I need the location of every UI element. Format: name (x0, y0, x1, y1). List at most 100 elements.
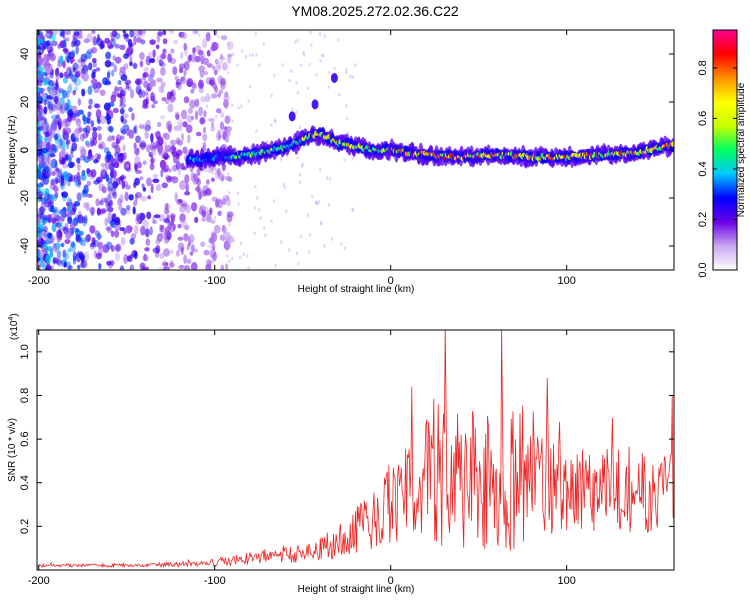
spectrogram-noise-blob (237, 201, 240, 206)
spectrogram-noise-blob (226, 40, 234, 51)
spectrogram-noise-blob (198, 190, 202, 201)
spectrogram-xtick-label: -200 (28, 275, 50, 287)
spectrogram-noise-blob (164, 164, 170, 172)
spectrogram-noise-blob (37, 30, 42, 34)
colorbar-label: Normalized spectral amplitude (736, 82, 747, 217)
spectrogram-noise-blob (84, 251, 90, 262)
spectrogram-noise-blob (114, 229, 120, 238)
spectrogram-noise-blob (184, 264, 191, 270)
spectrogram-noise-blob (40, 157, 48, 166)
spectrogram-noise-blob (45, 124, 51, 132)
spectrogram-noise-blob (194, 45, 202, 52)
spectrogram-noise-blob (111, 141, 119, 149)
spectrogram-noise-blob (41, 247, 45, 253)
spectrogram-noise-blob (338, 92, 341, 97)
spectrogram-noise-blob (147, 55, 151, 65)
spectrogram-noise-blob (37, 38, 45, 44)
spectrogram-noise-blob (71, 105, 77, 111)
spectrogram-noise-blob (299, 180, 302, 184)
spectrogram-noise-blob (52, 257, 59, 264)
spectrogram-noise-blob (158, 85, 164, 93)
spectrogram-noise-blob (107, 186, 113, 193)
spectrogram-noise-blob (49, 213, 57, 220)
spectrogram-noise-blob (210, 121, 215, 128)
spectrogram-noise-blob (82, 64, 89, 74)
spectrogram-noise-blob (290, 69, 293, 73)
spectrogram-noise-blob (69, 222, 76, 230)
colorbar-tick-label: 0.6 (697, 111, 709, 126)
spectrogram-noise-blob (145, 92, 150, 100)
spectrogram-noise-blob (62, 249, 67, 258)
spectrogram-noise-blob (110, 245, 115, 252)
spectrogram-noise-blob (168, 30, 175, 35)
spectrogram-noise-blob (49, 183, 56, 191)
spectrogram-noise-blob (49, 36, 53, 44)
spectrogram-noise-blob (194, 110, 199, 120)
spectrogram-noise-blob (295, 81, 298, 86)
spectrogram-noise-blob (201, 209, 207, 218)
spectrogram-noise-blob (226, 214, 233, 223)
spectrogram-noise-blob (218, 89, 224, 95)
spectrogram-noise-blob (282, 182, 285, 187)
spectrogram-noise-blob (217, 129, 222, 136)
spectrogram-noise-blob (94, 103, 101, 109)
spectrogram-noise-blob (343, 158, 346, 162)
spectrogram-noise-blob (56, 249, 62, 260)
spectrogram-noise-blob (37, 250, 40, 258)
spectrogram-noise-blob (162, 38, 168, 45)
spectrogram-noise-blob (75, 180, 82, 186)
spectrogram-noise-blob (219, 234, 226, 241)
spectrogram-noise-blob (99, 89, 106, 96)
spectrogram-noise-blob (112, 191, 118, 199)
spectrogram-noise-blob (37, 74, 43, 81)
spectrogram-noise-blob (50, 40, 58, 47)
spectrogram-noise-blob (189, 99, 196, 109)
spectrogram-noise-blob (37, 67, 40, 72)
spectrogram-noise-blob (102, 77, 109, 86)
spectrogram-noise-blob (259, 216, 262, 220)
spectrogram-noise-blob (175, 78, 183, 86)
spectrogram-noise-blob (306, 213, 310, 218)
spectrogram-noise-blob (119, 66, 126, 74)
spectrogram-noise-blob (97, 232, 101, 241)
spectrogram-noise-blob (179, 213, 186, 223)
spectrogram-noise-blob (214, 85, 218, 94)
spectrogram-noise-blob (128, 225, 133, 232)
spectrogram-noise-blob (150, 183, 154, 194)
spectrogram-noise-blob (73, 30, 78, 38)
spectrogram-noise-blob (98, 262, 102, 270)
spectrogram-noise-blob (37, 45, 42, 51)
spectrogram-noise-blob (61, 157, 66, 165)
spectrogram-noise-blob (92, 35, 97, 46)
snr-ytick-label: 0.8 (19, 388, 31, 403)
spectrogram-noise-blob (133, 250, 138, 260)
spectrogram-noise-blob (114, 56, 122, 64)
spectrogram-noise-blob (180, 246, 184, 256)
spectrogram-noise-blob (86, 32, 93, 43)
spectrogram-noise-blob (183, 42, 187, 51)
spectrogram-noise-blob (159, 252, 165, 260)
spectrogram-noise-blob (37, 139, 40, 150)
spectrogram-noise-blob (232, 238, 236, 243)
spectrogram-noise-blob (123, 230, 127, 235)
spectrogram-noise-blob (140, 195, 148, 202)
spectrogram-band-peak (671, 141, 674, 147)
spectrogram-noise-blob (71, 227, 75, 235)
spectrogram-noise-blob (237, 105, 240, 110)
spectrogram-noise-blob (205, 179, 210, 185)
spectrogram-noise-blob (349, 74, 352, 79)
spectrogram-noise-blob (248, 53, 252, 57)
spectrogram-noise-blob (44, 225, 48, 233)
spectrogram-noise-blob (226, 126, 232, 133)
spectrogram-noise-blob (70, 207, 76, 216)
spectrogram-noise-blob (205, 104, 209, 109)
spectrogram-noise-blob (84, 214, 88, 225)
spectrogram-noise-blob (270, 219, 273, 224)
spectrogram-noise-blob (64, 122, 69, 131)
spectrogram-noise-blob (133, 126, 137, 134)
spectrogram-noise-blob (128, 129, 135, 139)
spectrogram-ylabel: Frequency (Hz) (7, 116, 18, 185)
spectrogram-noise-blob (134, 148, 140, 156)
spectrogram-noise-blob (263, 226, 266, 231)
spectrogram-noise-blob (200, 96, 207, 103)
